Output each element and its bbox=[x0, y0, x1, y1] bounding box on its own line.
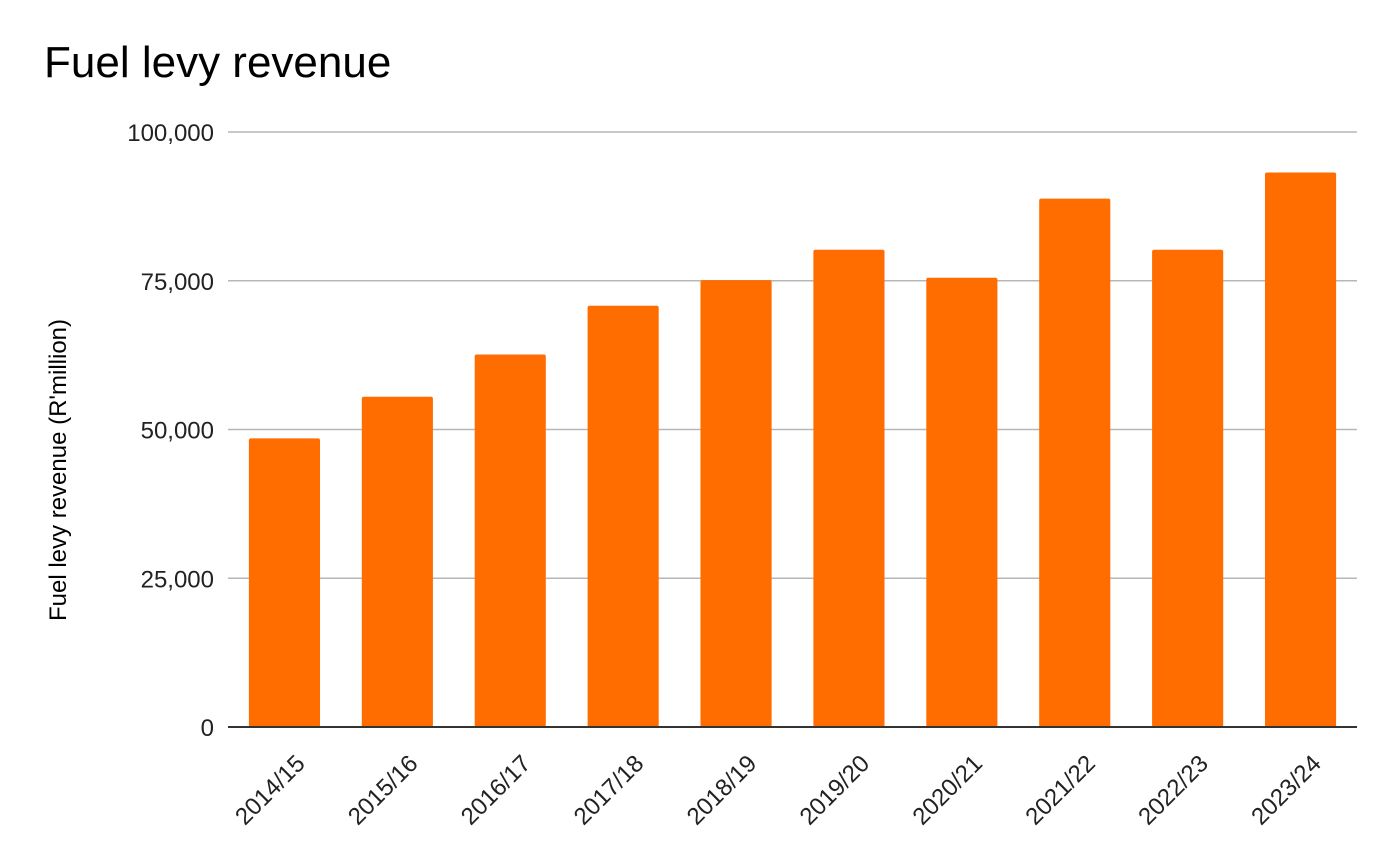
bar-2014-15 bbox=[248, 438, 321, 727]
x-tick-label: 2016/17 bbox=[456, 750, 536, 830]
x-tick-label: 2014/15 bbox=[230, 750, 310, 830]
y-tick-labels: 0 25,000 50,000 75,000 100,000 bbox=[127, 120, 214, 742]
y-tick-label: 75,000 bbox=[141, 269, 214, 296]
x-tick-label: 2019/20 bbox=[795, 750, 875, 830]
bar-2016-17 bbox=[474, 354, 546, 727]
y-axis-title: Fuel levy revenue (R'million) bbox=[45, 319, 72, 621]
x-tick-label: 2023/24 bbox=[1246, 750, 1326, 830]
bar-2021-22 bbox=[1039, 198, 1111, 727]
y-tick-label: 50,000 bbox=[141, 418, 214, 445]
y-tick-label: 100,000 bbox=[127, 120, 214, 147]
x-tick-label: 2015/16 bbox=[343, 750, 423, 830]
bar-2023-24 bbox=[1264, 172, 1337, 727]
chart-title: Fuel levy revenue bbox=[44, 38, 392, 87]
x-tick-label: 2022/23 bbox=[1133, 750, 1213, 830]
x-tick-labels: 2014/15 2015/16 2016/17 2017/18 2018/19 2019/… bbox=[230, 750, 1327, 830]
bar-2019-20 bbox=[813, 249, 885, 727]
x-tick-label: 2020/21 bbox=[908, 750, 988, 830]
bar-2022-23 bbox=[1152, 249, 1224, 727]
x-tick-label: 2018/19 bbox=[682, 750, 762, 830]
x-tick-label: 2017/18 bbox=[569, 750, 649, 830]
y-tick-label: 25,000 bbox=[141, 566, 214, 593]
bar-2015-16 bbox=[361, 396, 433, 727]
x-tick-label: 2021/22 bbox=[1020, 750, 1100, 830]
bar-2020-21 bbox=[926, 277, 998, 727]
bars bbox=[248, 172, 1337, 727]
bar-2018-19 bbox=[700, 280, 772, 727]
y-tick-label: 0 bbox=[201, 715, 214, 742]
bar-2017-18 bbox=[587, 305, 659, 727]
